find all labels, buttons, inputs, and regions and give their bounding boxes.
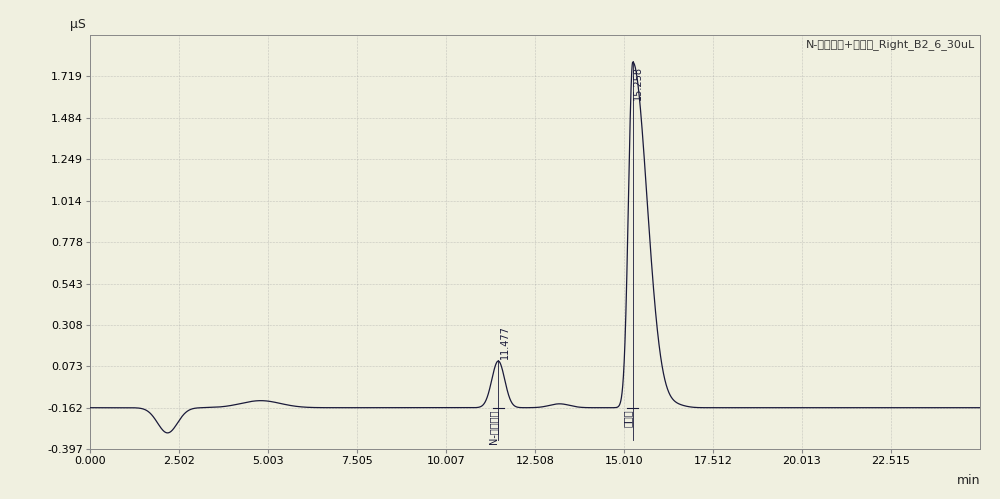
- Text: 15.258: 15.258: [633, 65, 643, 100]
- Text: min: min: [956, 474, 980, 487]
- Text: N-甲基哌啶+甲哌鎓_Right_B2_6_30uL: N-甲基哌啶+甲哌鎓_Right_B2_6_30uL: [806, 39, 976, 50]
- Text: 11.477: 11.477: [500, 325, 510, 359]
- Text: μS: μS: [70, 18, 86, 31]
- Text: 甲哌鎓: 甲哌鎓: [622, 410, 632, 427]
- Text: N-甲基哌啶: N-甲基哌啶: [488, 410, 498, 444]
